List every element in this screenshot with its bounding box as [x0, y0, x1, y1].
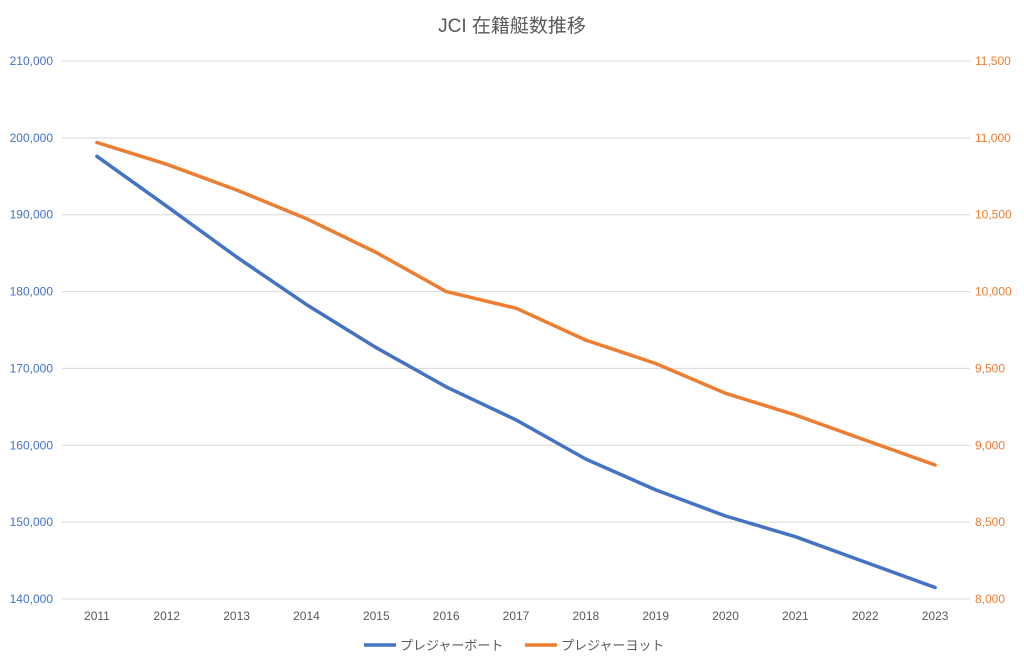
right-tick-label: 11,500 [975, 54, 1011, 68]
x-tick-label: 2021 [782, 609, 809, 623]
x-tick-label: 2015 [363, 609, 390, 623]
left-tick-label: 150,000 [10, 515, 54, 529]
legend-label-yacht: プレジャーヨット [561, 638, 664, 653]
x-tick-label: 2018 [572, 609, 599, 623]
left-tick-label: 170,000 [10, 361, 54, 375]
x-tick-label: 2020 [712, 609, 739, 623]
right-tick-label: 8,000 [975, 592, 1005, 606]
left-tick-label: 180,000 [10, 285, 54, 299]
right-tick-label: 11,000 [975, 131, 1011, 145]
chart-title: JCI 在籍艇数推移 [438, 15, 586, 37]
x-tick-label: 2023 [922, 609, 949, 623]
x-tick-label: 2012 [153, 609, 180, 623]
legend: プレジャーボート プレジャーヨット [364, 638, 664, 653]
left-tick-label: 160,000 [10, 438, 54, 452]
right-tick-label: 9,500 [975, 361, 1005, 375]
right-tick-label: 8,500 [975, 515, 1005, 529]
legend-label-boat: プレジャーボート [400, 638, 503, 653]
right-tick-label: 10,000 [975, 285, 1012, 299]
x-tick-label: 2014 [293, 609, 320, 623]
right-tick-label: 10,500 [975, 208, 1012, 222]
right-tick-label: 9,000 [975, 438, 1005, 452]
x-tick-label: 2016 [433, 609, 460, 623]
left-tick-label: 210,000 [10, 54, 54, 68]
x-tick-label: 2017 [503, 609, 530, 623]
left-tick-label: 190,000 [10, 208, 54, 222]
x-tick-label: 2019 [642, 609, 669, 623]
left-tick-label: 140,000 [10, 592, 54, 606]
x-tick-label: 2011 [84, 609, 110, 623]
x-tick-label: 2022 [852, 609, 879, 623]
x-tick-label: 2013 [223, 609, 250, 623]
series-line-yacht [95, 140, 937, 467]
series-line-boat [95, 154, 937, 590]
left-tick-label: 200,000 [10, 131, 54, 145]
